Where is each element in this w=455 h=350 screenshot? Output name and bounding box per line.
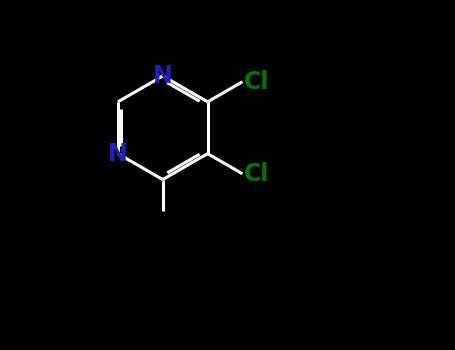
- Text: Cl: Cl: [244, 162, 270, 186]
- Text: N: N: [108, 142, 128, 166]
- Text: N: N: [153, 64, 172, 88]
- Text: Cl: Cl: [244, 70, 270, 94]
